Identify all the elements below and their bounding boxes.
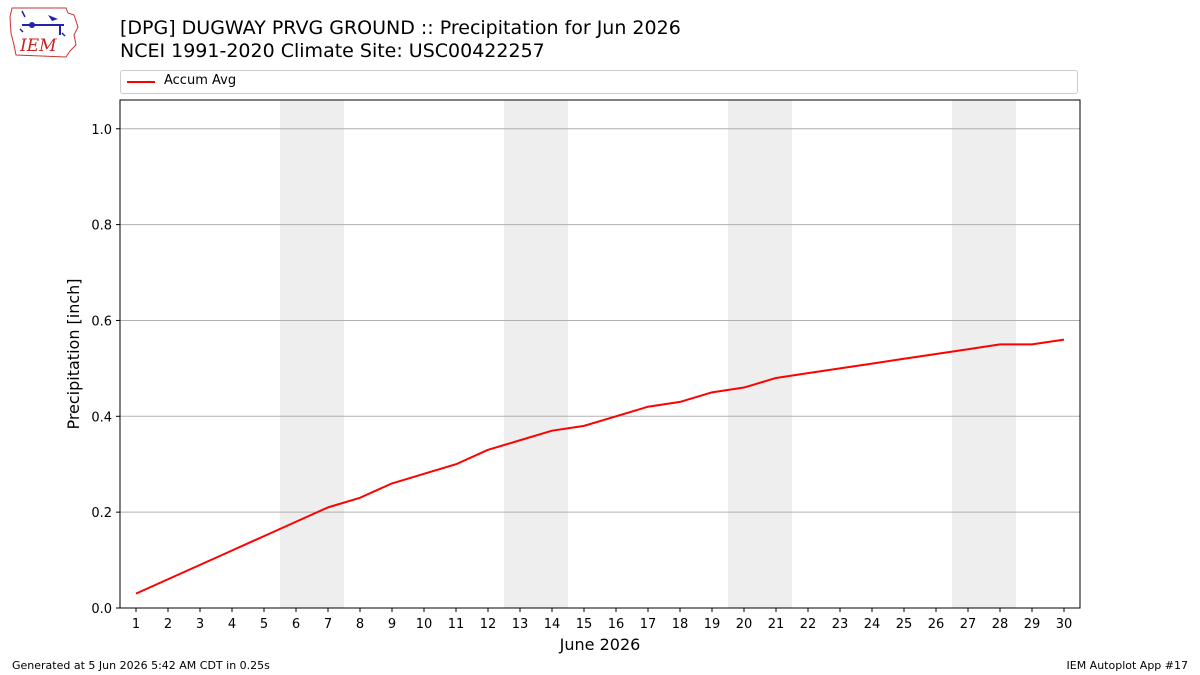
x-tick-label: 18: [672, 617, 689, 632]
x-tick-label: 22: [800, 617, 817, 632]
x-tick-label: 4: [228, 617, 236, 632]
x-tick-label: 9: [388, 617, 396, 632]
x-tick-label: 5: [260, 617, 268, 632]
x-tick-label: 24: [864, 617, 881, 632]
x-tick-label: 6: [292, 617, 300, 632]
y-tick-label: 1.0: [91, 123, 112, 138]
x-tick-label: 26: [928, 617, 945, 632]
x-tick-label: 25: [896, 617, 913, 632]
x-tick-label: 2: [164, 617, 172, 632]
y-tick-label: 0.4: [91, 410, 112, 425]
x-tick-label: 7: [324, 617, 332, 632]
x-tick-label: 17: [640, 617, 657, 632]
x-tick-label: 15: [576, 617, 593, 632]
legend-label-accum-avg: Accum Avg: [164, 73, 237, 88]
y-tick-label: 0.2: [91, 506, 112, 521]
legend-swatch-accum-avg: [127, 81, 155, 83]
x-tick-label: 23: [832, 617, 849, 632]
chart-subtitle: NCEI 1991-2020 Climate Site: USC00422257: [120, 40, 545, 62]
chart-title: [DPG] DUGWAY PRVG GROUND :: Precipitatio…: [120, 17, 681, 39]
x-tick-label: 14: [544, 617, 561, 632]
x-tick-label: 11: [448, 617, 465, 632]
x-tick-label: 10: [416, 617, 433, 632]
x-tick-label: 29: [1024, 617, 1041, 632]
x-tick-label: 28: [992, 617, 1009, 632]
y-tick-label: 0.6: [91, 314, 112, 329]
x-tick-label: 30: [1056, 617, 1073, 632]
logo-text: IEM: [19, 36, 57, 56]
iem-logo: IEM: [9, 7, 79, 58]
legend: Accum Avg: [120, 70, 1078, 94]
x-tick-label: 21: [768, 617, 785, 632]
y-tick-label: 0.8: [91, 219, 112, 234]
x-tick-label: 27: [960, 617, 977, 632]
x-tick-label: 20: [736, 617, 753, 632]
y-tick-label: 0.0: [91, 602, 112, 617]
x-tick-label: 16: [608, 617, 625, 632]
x-tick-label: 8: [356, 617, 364, 632]
y-axis-label: Precipitation [inch]: [64, 278, 83, 429]
generated-timestamp: Generated at 5 Jun 2026 5:42 AM CDT in 0…: [12, 659, 270, 672]
weekend-band: [952, 100, 1016, 608]
x-tick-label: 12: [480, 617, 497, 632]
x-tick-label: 13: [512, 617, 529, 632]
weekend-band: [504, 100, 568, 608]
plot-frame: [119, 99, 1081, 609]
weekend-band: [280, 100, 344, 608]
app-label: IEM Autoplot App #17: [1066, 659, 1189, 672]
series-line-accum-avg: [135, 338, 1065, 595]
weekend-band: [728, 100, 792, 608]
x-tick-label: 3: [196, 617, 204, 632]
x-tick-label: 1: [132, 617, 140, 632]
x-tick-label: 19: [704, 617, 721, 632]
x-axis-label: June 2026: [559, 635, 641, 654]
